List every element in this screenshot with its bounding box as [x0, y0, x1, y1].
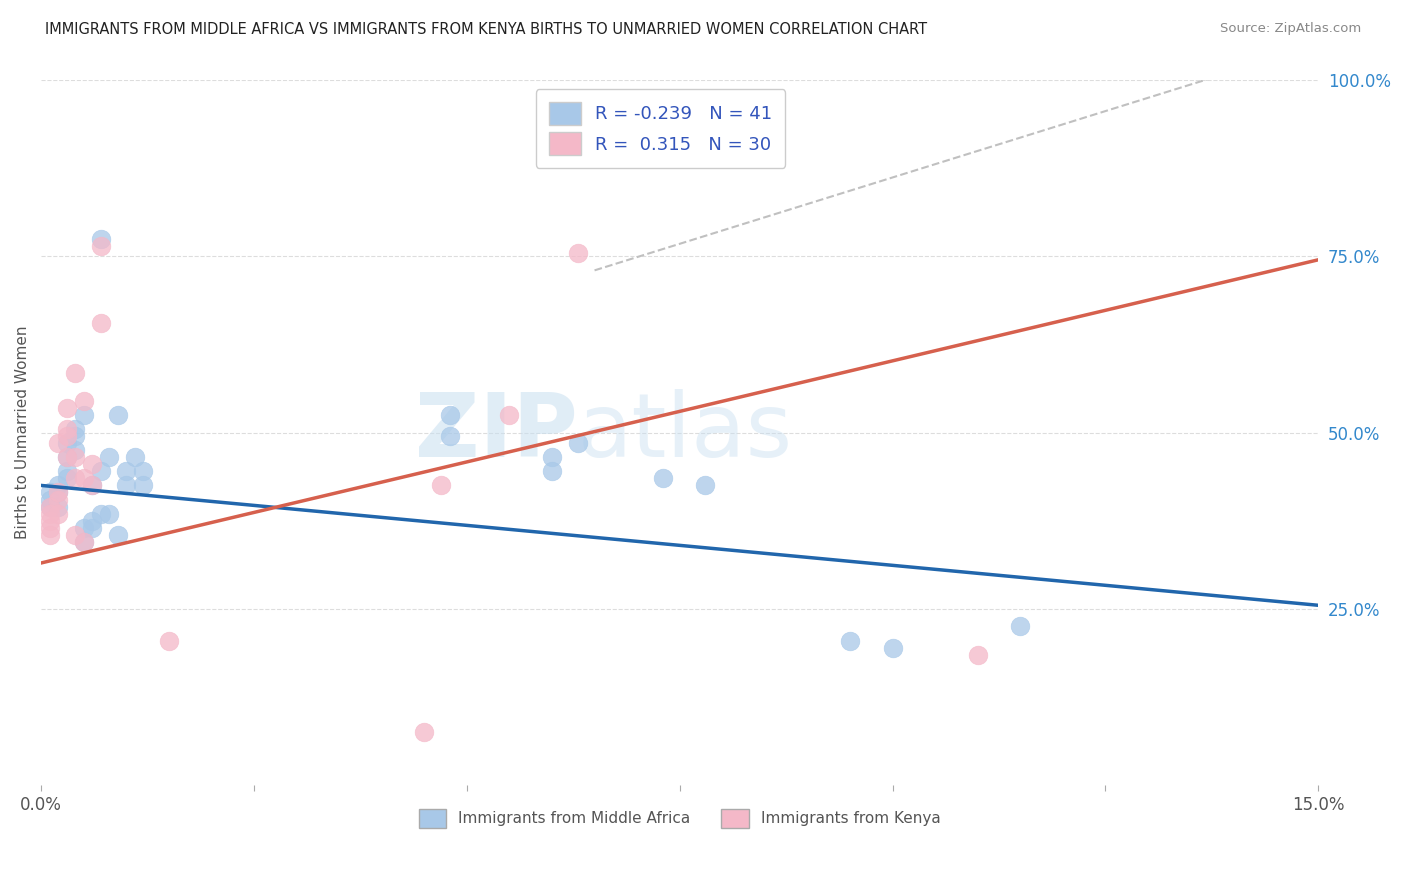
Point [107, 528, 129, 542]
Point [651, 471, 673, 485]
Point [413, 725, 436, 739]
Point [63, 366, 86, 380]
Point [63, 471, 86, 485]
Point [55, 464, 77, 478]
Point [73, 521, 96, 535]
Point [55, 429, 77, 443]
Point [567, 245, 589, 260]
Point [46, 485, 69, 500]
Point [55, 450, 77, 465]
Point [82, 478, 104, 492]
Point [124, 450, 146, 465]
Point [46, 478, 69, 492]
Y-axis label: Births to Unmarried Women: Births to Unmarried Women [15, 326, 30, 540]
Text: atlas: atlas [578, 389, 793, 476]
Point [63, 450, 86, 465]
Point [90, 316, 112, 330]
Text: Source: ZipAtlas.com: Source: ZipAtlas.com [1220, 22, 1361, 36]
Point [73, 534, 96, 549]
Point [73, 408, 96, 422]
Point [46, 500, 69, 514]
Point [55, 471, 77, 485]
Point [439, 408, 461, 422]
Point [73, 534, 96, 549]
Point [82, 457, 104, 471]
Point [132, 478, 155, 492]
Point [73, 393, 96, 408]
Point [567, 436, 589, 450]
Text: IMMIGRANTS FROM MIDDLE AFRICA VS IMMIGRANTS FROM KENYA BIRTHS TO UNMARRIED WOMEN: IMMIGRANTS FROM MIDDLE AFRICA VS IMMIGRA… [45, 22, 927, 37]
Point [38, 485, 60, 500]
Legend: Immigrants from Middle Africa, Immigrants from Kenya: Immigrants from Middle Africa, Immigrant… [412, 803, 946, 834]
Point [90, 507, 112, 521]
Point [46, 492, 69, 507]
Point [73, 471, 96, 485]
Point [107, 408, 129, 422]
Point [430, 478, 453, 492]
Point [38, 514, 60, 528]
Text: ZIP: ZIP [415, 389, 578, 476]
Point [115, 478, 138, 492]
Point [63, 429, 86, 443]
Point [82, 521, 104, 535]
Point [132, 464, 155, 478]
Point [1010, 619, 1032, 633]
Point [55, 436, 77, 450]
Point [98, 507, 121, 521]
Point [38, 500, 60, 514]
Point [46, 436, 69, 450]
Point [38, 500, 60, 514]
Point [46, 507, 69, 521]
Point [55, 450, 77, 465]
Point [38, 521, 60, 535]
Point [115, 464, 138, 478]
Point [82, 514, 104, 528]
Point [63, 528, 86, 542]
Point [541, 464, 564, 478]
Point [90, 464, 112, 478]
Point [63, 422, 86, 436]
Point [695, 478, 717, 492]
Point [541, 450, 564, 465]
Point [966, 648, 988, 662]
Point [63, 443, 86, 458]
Point [55, 401, 77, 415]
Point [98, 450, 121, 465]
Point [90, 238, 112, 252]
Point [46, 485, 69, 500]
Point [498, 408, 520, 422]
Point [839, 633, 862, 648]
Point [38, 492, 60, 507]
Point [38, 507, 60, 521]
Point [38, 528, 60, 542]
Point [439, 429, 461, 443]
Point [882, 640, 904, 655]
Point [90, 232, 112, 246]
Point [157, 633, 180, 648]
Point [55, 422, 77, 436]
Point [82, 478, 104, 492]
